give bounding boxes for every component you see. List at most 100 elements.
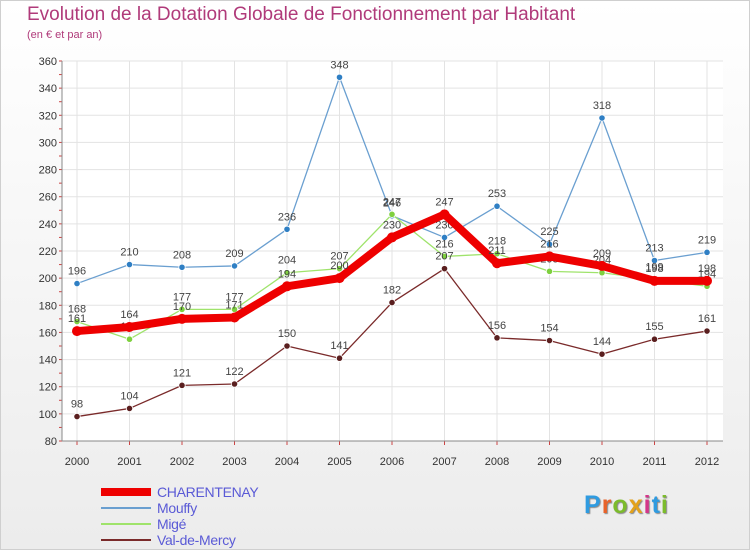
data-point-val-de-mercy: [283, 342, 291, 350]
data-point-charentenay: [282, 281, 292, 292]
data-point-mouffy: [178, 263, 186, 271]
x-tick-label: 2011: [643, 456, 667, 468]
data-point-mouffy: [335, 73, 344, 81]
y-tick-label: 160: [39, 327, 57, 339]
logo-letter: r: [601, 491, 613, 519]
data-label-val-de-mercy: 98: [71, 399, 83, 411]
data-label-mouffy: 318: [593, 100, 611, 112]
chart-title: Evolution de la Dotation Globale de Fonc…: [27, 4, 576, 25]
legend-swatch: [101, 488, 151, 496]
data-label-mouffy: 208: [173, 249, 191, 261]
data-point-charentenay: [334, 273, 345, 284]
data-label-mouffy: 209: [225, 248, 243, 260]
data-point-mig: [335, 265, 344, 273]
x-tick-label: 2002: [170, 456, 194, 468]
data-point-val-de-mercy: [335, 354, 344, 362]
data-label-mig: 204: [278, 255, 296, 267]
data-point-mouffy: [440, 233, 449, 242]
chart-legend: CHARENTENAY Mouffy Migé Val-de-Mercy: [101, 484, 301, 548]
data-point-charentenay: [649, 275, 660, 286]
y-tick-label: 80: [45, 436, 57, 448]
y-tick-label: 100: [39, 409, 57, 421]
y-tick-label: 360: [39, 56, 57, 68]
legend-label: Mouffy: [157, 500, 197, 516]
data-point-charentenay: [492, 258, 502, 269]
data-point-mig: [125, 335, 134, 343]
data-label-charentenay: 194: [278, 268, 296, 280]
data-label-val-de-mercy: 156: [488, 320, 506, 332]
data-label-val-de-mercy: 122: [225, 366, 243, 378]
data-point-val-de-mercy: [125, 404, 134, 413]
data-label-mig: 207: [330, 251, 348, 263]
data-point-mig: [283, 269, 291, 277]
data-point-mouffy: [73, 279, 81, 288]
legend-swatch: [101, 539, 151, 541]
logo-letter: o: [612, 491, 629, 519]
logo-letter: t: [651, 491, 661, 519]
x-tick-label: 2001: [117, 456, 141, 468]
y-tick-label: 120: [39, 382, 57, 394]
x-tick-label: 2006: [380, 456, 404, 468]
data-point-val-de-mercy: [178, 381, 186, 389]
data-point-val-de-mercy: [598, 350, 606, 358]
data-label-mig: 218: [488, 236, 506, 248]
data-label-charentenay: 216: [540, 238, 558, 250]
logo-letter: i: [660, 491, 669, 519]
data-label-charentenay: 211: [488, 245, 506, 257]
chart-subtitle: (en € et par an): [27, 29, 103, 41]
data-label-val-de-mercy: 141: [330, 340, 348, 352]
data-point-mouffy: [650, 256, 659, 265]
data-point-mouffy: [493, 202, 501, 210]
data-label-val-de-mercy: 182: [383, 285, 401, 297]
data-label-charentenay: 170: [173, 301, 191, 313]
data-label-charentenay: 161: [68, 313, 86, 325]
x-tick-label: 2007: [432, 456, 456, 468]
data-point-mouffy: [545, 240, 554, 248]
data-label-val-de-mercy: 161: [698, 313, 716, 325]
legend-swatch: [101, 507, 151, 509]
data-point-mig: [388, 210, 396, 218]
data-label-charentenay: 171: [225, 300, 243, 312]
legend-label: Val-de-Mercy: [157, 532, 236, 548]
legend-item-mouffy: Mouffy: [101, 500, 301, 516]
legend-item-charentenay: CHARENTENAY: [101, 484, 301, 500]
data-label-mouffy: 236: [278, 211, 296, 223]
data-label-mouffy: 253: [488, 188, 506, 200]
data-point-charentenay: [387, 232, 397, 243]
data-label-mouffy: 210: [120, 247, 138, 259]
data-point-mig: [178, 305, 186, 313]
y-tick-label: 260: [39, 192, 57, 204]
data-label-charentenay: 209: [593, 248, 611, 260]
data-point-charentenay: [702, 275, 712, 286]
data-point-mig: [493, 250, 501, 258]
y-tick-label: 320: [39, 110, 57, 122]
logo-letter: x: [628, 491, 644, 519]
logo-letter: i: [643, 491, 652, 519]
x-tick-label: 2005: [327, 456, 351, 468]
data-point-val-de-mercy: [703, 327, 711, 335]
y-tick-label: 280: [39, 165, 57, 177]
data-label-mouffy: 196: [68, 266, 86, 278]
data-label-val-de-mercy: 150: [278, 328, 296, 340]
data-label-mig: 247: [383, 196, 401, 208]
y-tick-label: 340: [39, 83, 57, 95]
y-tick-label: 180: [39, 300, 57, 312]
legend-item-mig: Migé: [101, 516, 301, 532]
legend-swatch: [101, 523, 151, 525]
data-point-charentenay: [229, 312, 240, 323]
proxiti-logo: Proxiti: [584, 491, 669, 520]
data-point-val-de-mercy: [650, 335, 659, 343]
legend-label: CHARENTENAY: [157, 484, 259, 500]
data-point-val-de-mercy: [493, 334, 501, 342]
data-label-mouffy: 246: [383, 198, 401, 210]
data-label-mouffy: 219: [698, 234, 716, 246]
data-label-mouffy: 225: [540, 226, 558, 238]
x-tick-label: 2004: [275, 456, 299, 468]
data-point-val-de-mercy: [73, 412, 81, 421]
data-point-val-de-mercy: [230, 380, 239, 388]
data-label-mig: 177: [225, 291, 243, 303]
data-point-mouffy: [598, 114, 606, 122]
data-point-mig: [545, 267, 554, 275]
